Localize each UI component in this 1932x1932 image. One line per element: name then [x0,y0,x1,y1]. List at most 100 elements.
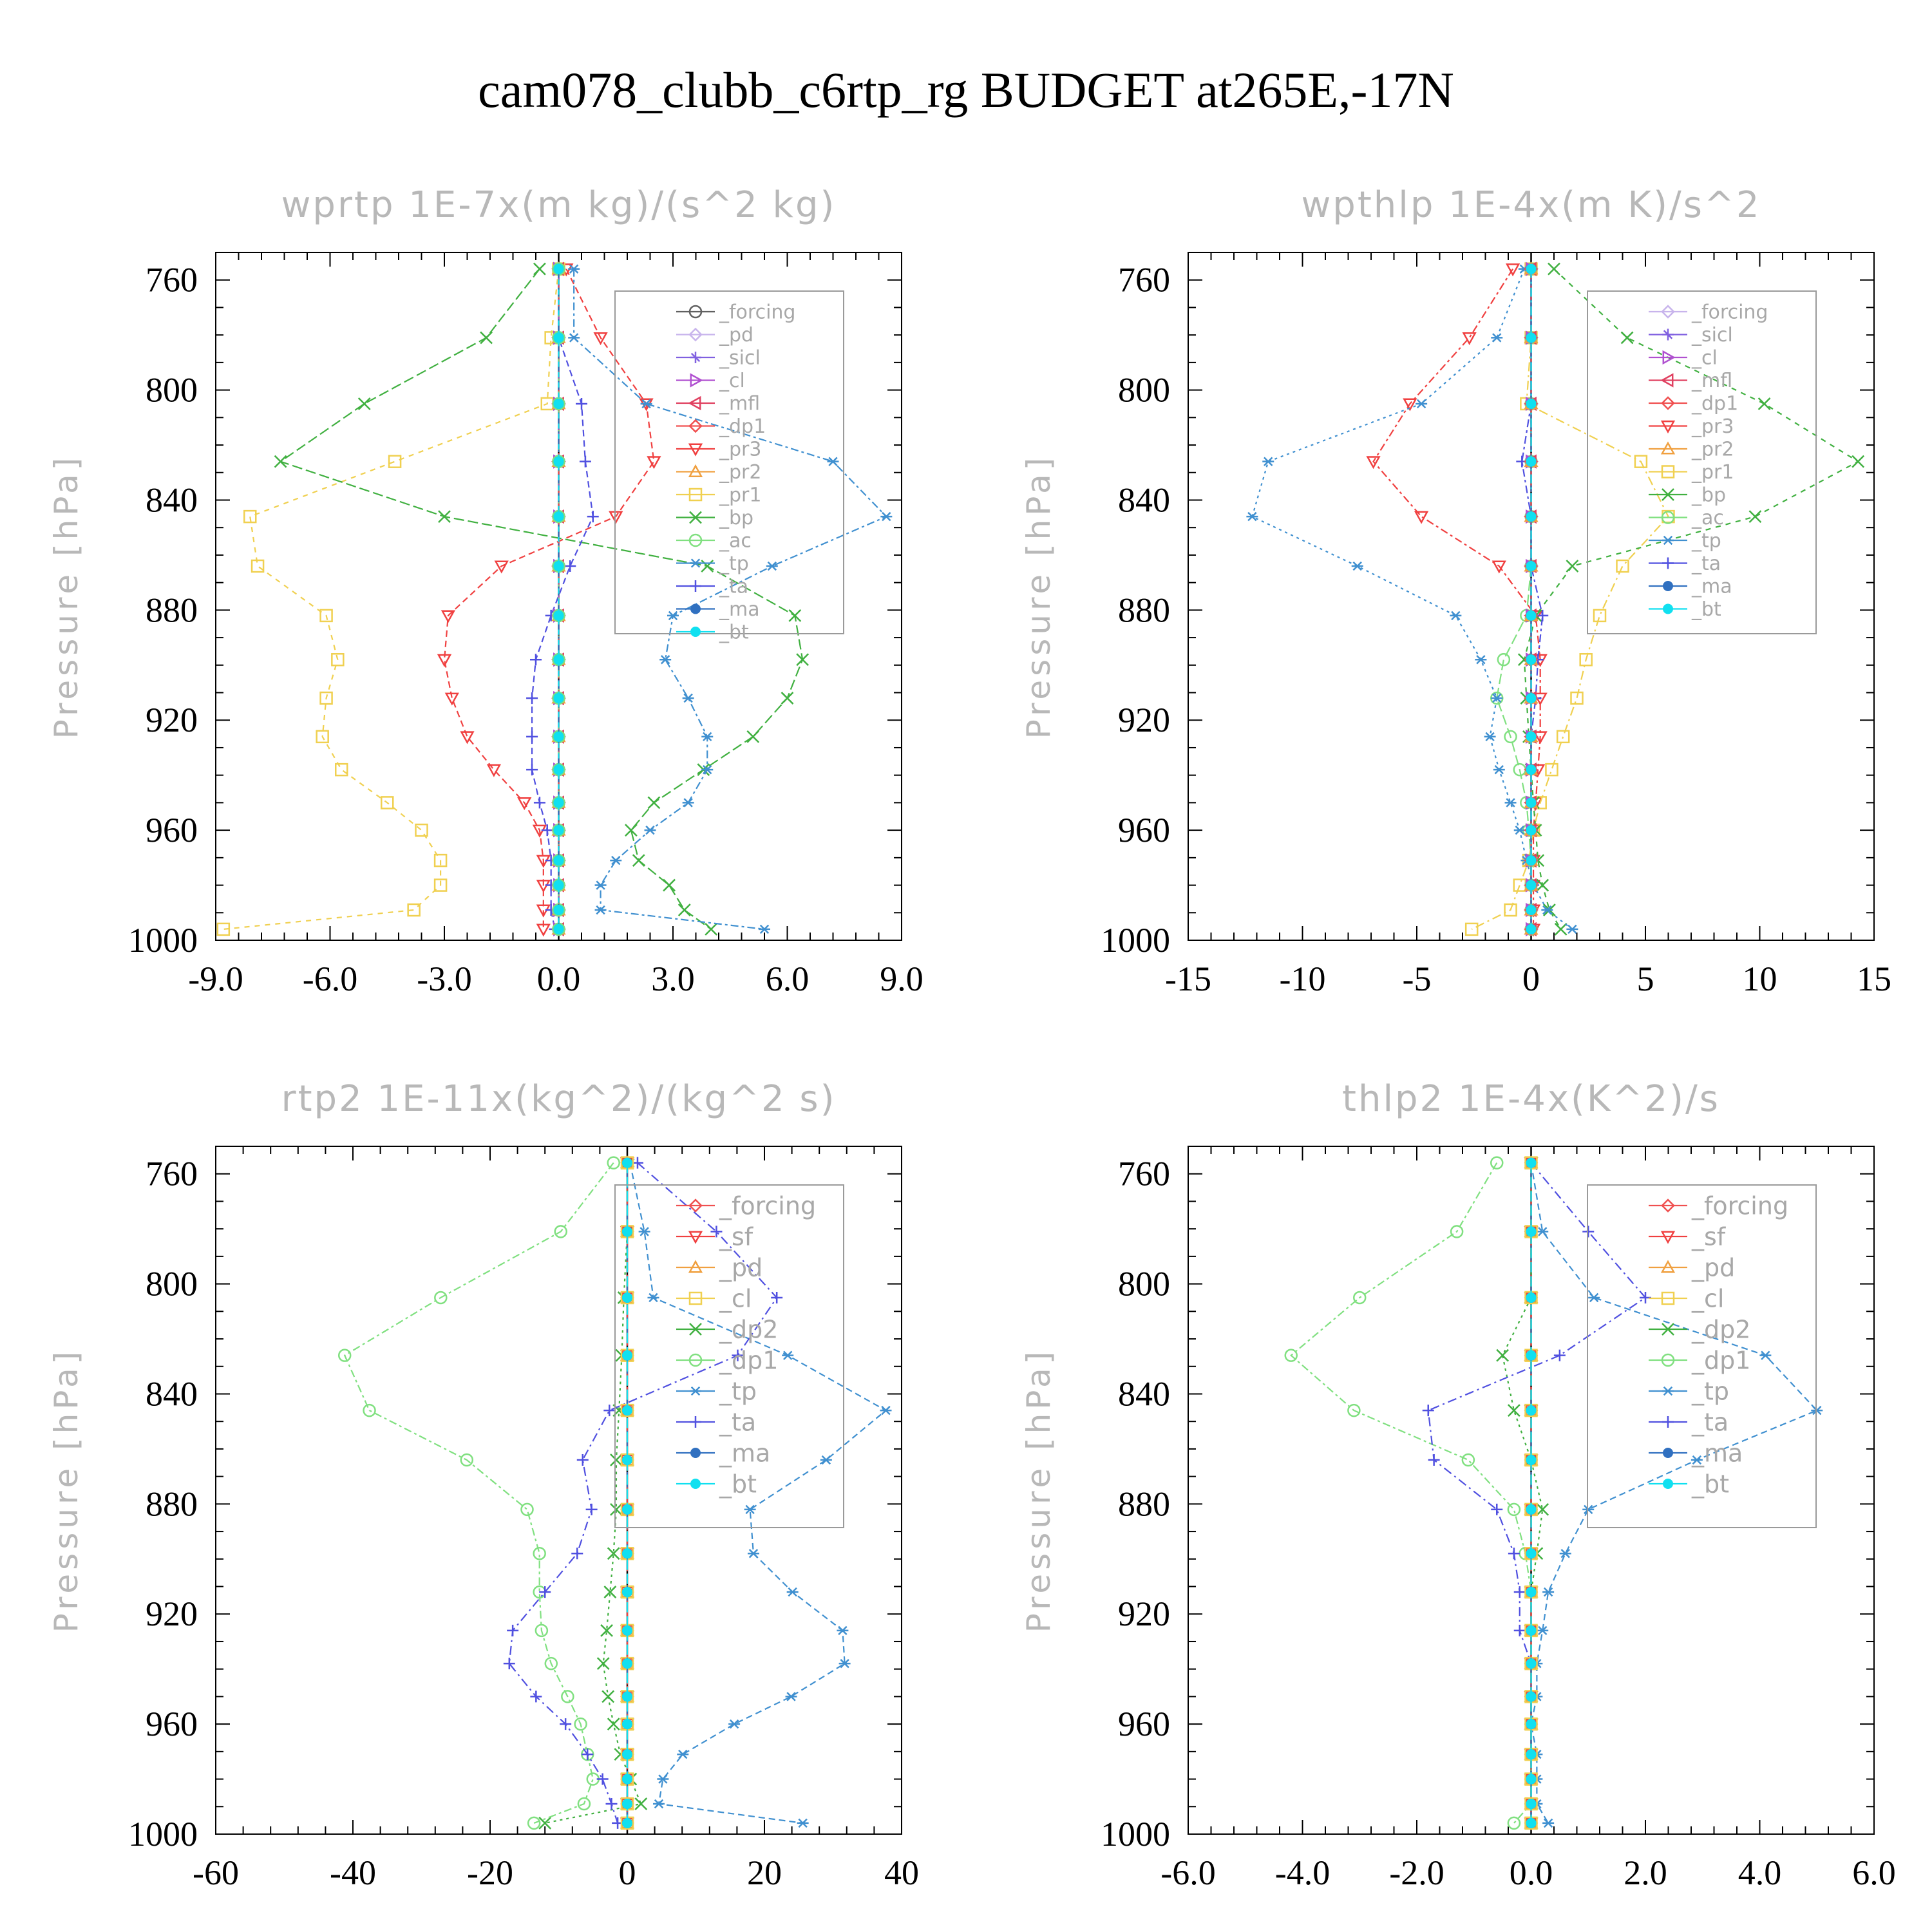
data-point [1416,399,1428,409]
data-point [622,1625,632,1636]
legend-marker [688,488,703,502]
y-tick-label: 1000 [128,1815,198,1853]
data-point [1566,560,1579,573]
data-point [1526,456,1537,467]
data-point [1507,1502,1521,1517]
data-point [1513,1586,1526,1598]
data-point [663,878,676,892]
data-point [1526,923,1537,934]
data-point [607,1718,620,1731]
y-tick-label: 920 [146,701,198,739]
y-tick-label: 760 [1118,1155,1170,1193]
y-tick-label: 840 [1118,480,1170,519]
data-point [682,798,694,808]
data-point [533,262,546,276]
data-point [381,796,394,810]
data-point [316,730,329,744]
x-tick-label: -40 [330,1853,376,1892]
data-point [622,1405,632,1416]
x-tick-label: 15 [1857,960,1891,998]
legend-marker [1660,441,1676,455]
x-tick-label: -15 [1165,960,1211,998]
data-point [533,1547,546,1560]
series-bt [622,1157,632,1828]
data-point [1620,331,1634,345]
data-point [1553,1349,1566,1361]
x-tick-label: 5 [1637,960,1654,998]
data-point [622,1719,632,1730]
legend-label: _ma [1691,1439,1743,1467]
data-point [553,456,564,467]
series-line [223,269,560,931]
series-bp [1517,262,1865,936]
data-point [553,764,564,775]
legend-label: _cl [719,1284,752,1312]
series-pr3 [1366,263,1548,937]
data-point [1526,561,1537,572]
data-point [1526,855,1537,866]
legend-label: _pr3 [719,439,761,461]
legend-marker [1661,1291,1675,1305]
data-point [622,1691,632,1702]
series-bt [1526,1157,1537,1828]
x-tick-label: 6.0 [1852,1853,1896,1892]
y-tick-label: 800 [146,1265,198,1303]
data-point [331,653,345,667]
x-tick-label: -3.0 [417,960,471,998]
data-point [607,1156,620,1170]
x-tick-label: 6.0 [766,960,810,998]
y-tick-label: 880 [1118,591,1170,629]
legend-marker [689,1323,702,1336]
data-point [1526,1625,1537,1636]
data-point [610,855,622,866]
y-tick-label: 920 [1118,701,1170,739]
data-point [553,693,564,704]
data-point [363,1403,376,1417]
legend-label: _ta [1691,553,1721,575]
legend-marker [1661,305,1675,319]
data-point [533,797,545,809]
data-point [444,692,459,706]
data-point [460,731,475,744]
data-point [744,1504,756,1515]
plot-frame [215,1146,902,1835]
legend-marker [688,1260,703,1273]
legend-label: _sf [719,1222,754,1251]
data-point [460,1453,474,1467]
data-point [553,263,564,274]
legend-label: _bt [1691,598,1721,621]
data-point [1497,653,1511,667]
data-point [560,1718,572,1730]
data-point [593,332,608,346]
data-point [553,610,564,621]
data-point [553,511,564,522]
data-point [601,1690,615,1703]
legend-marker [1662,557,1674,569]
data-point [1759,1350,1772,1360]
data-point [1526,1157,1537,1168]
legend-marker [1661,511,1675,524]
data-point [553,855,564,866]
data-point [1462,332,1477,346]
legend-label: _tp [1691,1377,1729,1405]
data-point [579,455,591,468]
legend-label: _dp2 [719,1315,778,1343]
data-point [337,1349,352,1362]
legend-marker [1663,603,1673,614]
data-point [553,731,564,742]
y-tick-label: 880 [1118,1484,1170,1523]
series-line [343,1162,614,1824]
legend-marker [688,1353,703,1367]
legend-label: _ta [1691,1408,1728,1436]
legend-label: _tp [719,1377,757,1405]
series-ta [503,1157,783,1829]
data-point [553,797,564,808]
y-tick-label: 840 [1118,1374,1170,1413]
data-point [434,1291,448,1305]
x-tick-label: -4.0 [1275,1853,1330,1892]
panel-3: rtp2 1E-11x(kg^2)/(kg^2 s) Pressure [hPa]… [48,1078,919,1892]
legend-marker [688,305,703,319]
series-line [573,269,888,931]
data-point [622,1817,632,1828]
y-tick-label: 1000 [128,921,198,960]
